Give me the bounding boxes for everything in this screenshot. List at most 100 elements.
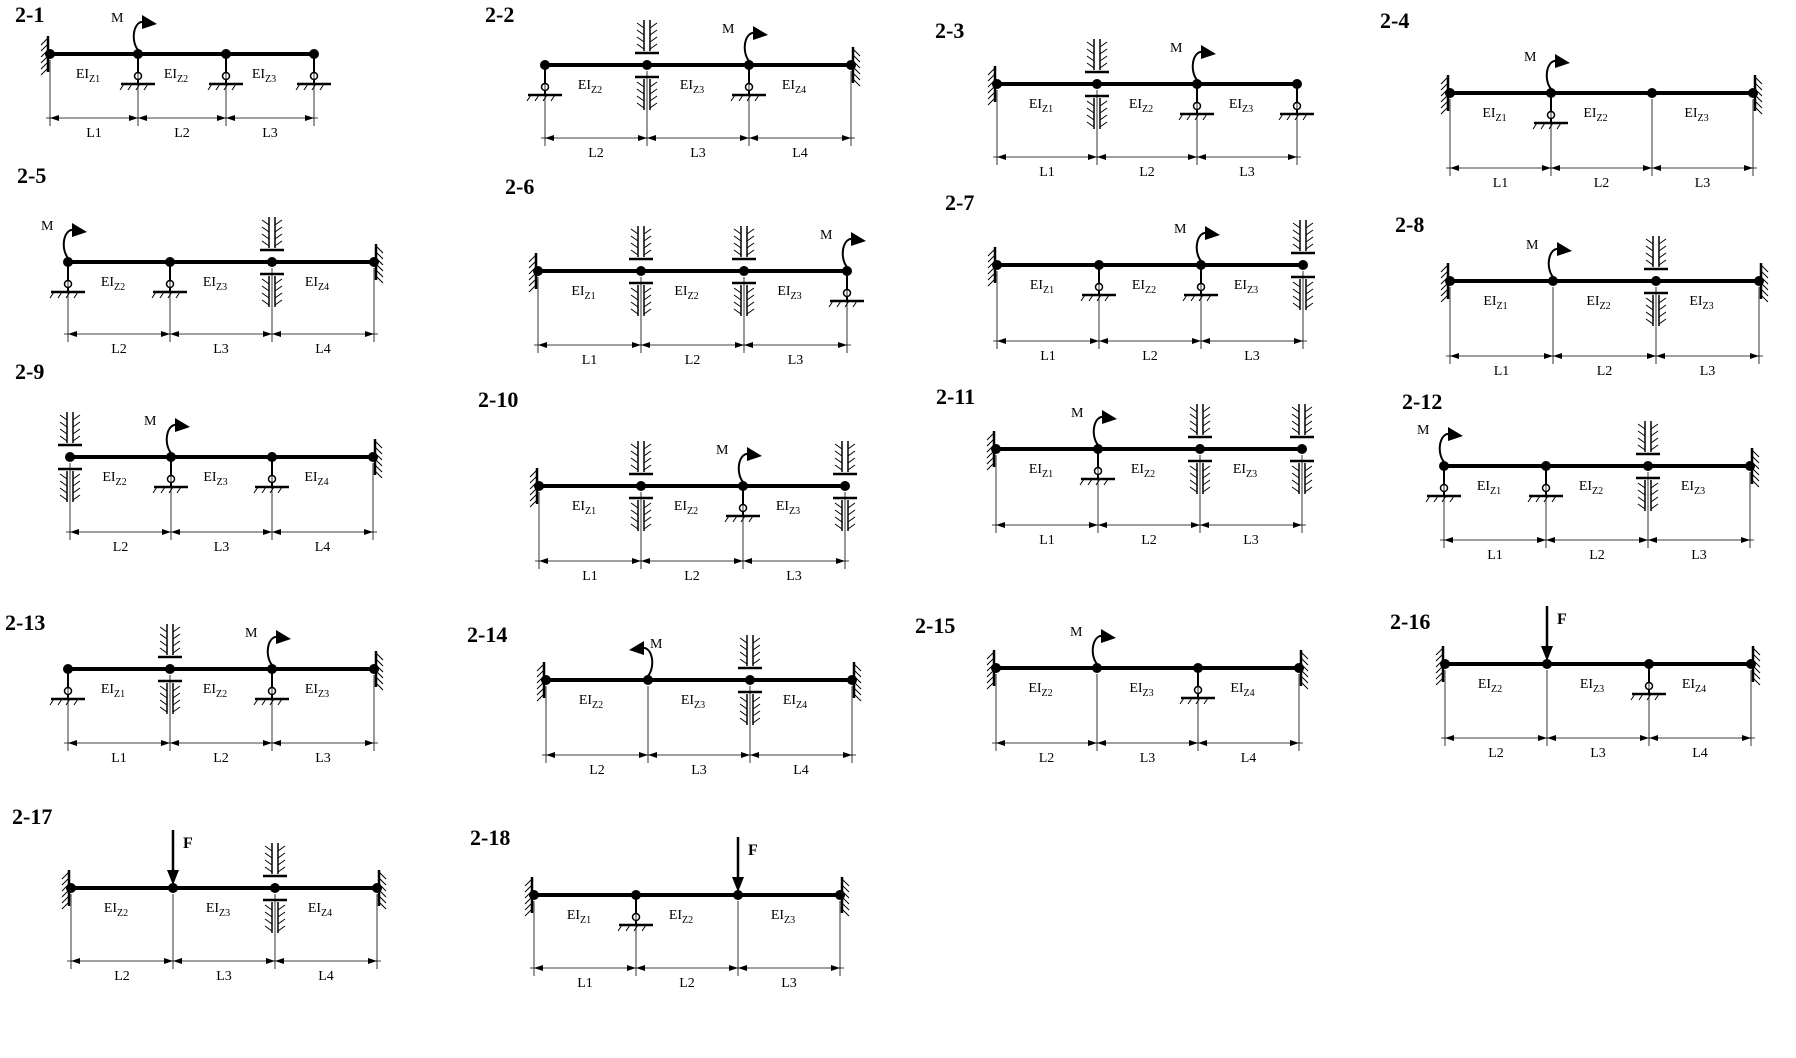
pin-support [49, 262, 85, 299]
hatch-line [40, 61, 49, 70]
moment-arrow: M [1417, 423, 1463, 463]
hatch-line [754, 94, 760, 102]
hatch-line [630, 242, 639, 249]
hatch-line [625, 924, 631, 932]
beam-diagram-2-5: 2-5 M EIZ2 EIZ3 EIZ4 L2 L3 L4 [17, 163, 384, 357]
hatch-line [630, 308, 639, 315]
hatch-line [987, 272, 996, 281]
span-length-label: L3 [262, 126, 278, 141]
span-length-label: L2 [1597, 364, 1613, 379]
dimension-line: L1 L2 L3 [993, 271, 1307, 364]
hatch-line [643, 516, 652, 523]
pin-support [1179, 668, 1215, 705]
diagram-number: 2-5 [17, 163, 46, 188]
hatch-line [1658, 318, 1667, 325]
span-length-label: L3 [213, 342, 229, 357]
hatch-line [172, 626, 181, 633]
hatch-line [630, 502, 639, 509]
moment-arc [266, 635, 279, 666]
hatch-line [1650, 444, 1659, 451]
dimension-arrowhead [1097, 154, 1106, 160]
hatch-line [1203, 697, 1209, 705]
span-length-label: L2 [1589, 548, 1605, 563]
joint-dot [534, 481, 544, 491]
moment-arrowhead [1201, 45, 1216, 59]
span-length-label: L4 [318, 969, 334, 984]
hatch-line [1086, 48, 1095, 55]
joint-dot [1092, 79, 1102, 89]
hatch-line [841, 902, 850, 911]
dimension-arrowhead [1189, 740, 1198, 746]
dimension-arrowhead [842, 135, 851, 141]
hatch-line [159, 685, 168, 692]
force-label: F [748, 842, 758, 859]
beam-diagram-2-1: 2-1 M EIZ1 EIZ2 EIZ3 L1 L2 L3 [15, 2, 331, 141]
hatch-line [641, 924, 647, 932]
moment-label: M [1070, 625, 1083, 640]
hatch-line [739, 696, 748, 703]
ei-label: EIZ3 [1233, 462, 1257, 480]
dimension-arrowhead [1652, 165, 1661, 171]
moment-arrow: M [1174, 222, 1220, 262]
hatch-line [1202, 472, 1211, 479]
hatch-line [1637, 430, 1646, 437]
hatch-line [1637, 489, 1646, 496]
joint-dot [221, 49, 231, 59]
diagram-number: 2-12 [1402, 389, 1442, 414]
moment-label: M [41, 219, 54, 234]
beam-diagram-2-10: 2-10 M EIZ1 EIZ2 EIZ3 L1 L2 L3 [478, 387, 857, 584]
hatch-line [1658, 297, 1667, 304]
hatch-line [72, 487, 81, 494]
hatch-line [841, 884, 850, 893]
hatch-line [261, 299, 270, 306]
hatch-line [1178, 113, 1184, 121]
hatch-line [1292, 229, 1301, 236]
hatch-line [374, 446, 383, 455]
ei-label: EIZ2 [1132, 278, 1156, 296]
hatch-line [1638, 693, 1644, 701]
hatch-line [752, 717, 761, 724]
span-length-label: L4 [1692, 746, 1708, 761]
joint-dot [1445, 88, 1455, 98]
moment-arc [62, 228, 75, 259]
hatch-line [739, 703, 748, 710]
joint-dot [1297, 444, 1307, 454]
moment-arrow: M [1071, 406, 1117, 446]
hatch-line [378, 871, 387, 880]
hatch-line [277, 859, 286, 866]
hatch-line [72, 435, 81, 442]
span-length-label: L2 [114, 969, 130, 984]
joint-dot [846, 60, 856, 70]
joint-dot [1548, 276, 1558, 286]
dimension-arrowhead [997, 154, 1006, 160]
dimension-arrowhead [632, 342, 641, 348]
hatch-line [375, 652, 384, 661]
diagram-number: 2-13 [5, 610, 45, 635]
moment-arrow: M [245, 626, 291, 666]
hatch-line [649, 43, 658, 50]
hatch-line [143, 83, 149, 91]
diagram-number: 2-17 [12, 804, 52, 829]
dimension-arrowhead [364, 529, 373, 535]
hatch-line [987, 67, 996, 76]
hatch-line [834, 450, 843, 457]
hatch-line [295, 83, 301, 91]
hatch-line [1291, 465, 1300, 472]
hatch-line [261, 278, 270, 285]
dimension-arrowhead [738, 965, 747, 971]
hatch-line [524, 908, 533, 917]
moment-arc [1438, 432, 1451, 463]
span-length-label: L1 [1039, 165, 1055, 180]
hatch-line [752, 637, 761, 644]
hatch-line [636, 81, 645, 88]
hatch-line [752, 658, 761, 665]
joint-dot [1439, 461, 1449, 471]
ei-label: EIZ3 [771, 908, 795, 926]
hatch-line [1086, 121, 1095, 128]
moment-arrowhead [276, 630, 291, 644]
hatch-line [172, 647, 181, 654]
hatch-line [1291, 420, 1300, 427]
hatch-line [1300, 657, 1309, 666]
hatch-line [528, 254, 537, 263]
hatch-line [834, 509, 843, 516]
